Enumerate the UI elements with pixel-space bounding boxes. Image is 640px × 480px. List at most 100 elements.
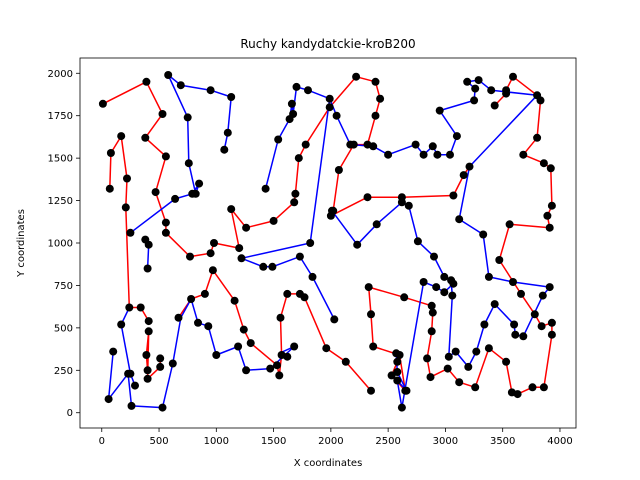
city-node-64: [423, 354, 432, 363]
x-axis-ticks: 0 500 1000 1500 2000 2500 3000 3500 4000: [99, 428, 573, 447]
city-node-42: [539, 159, 548, 168]
city-node-22: [376, 94, 385, 103]
city-node-171: [451, 347, 460, 356]
city-node-194: [290, 342, 299, 351]
y-tick-label-2: 500: [54, 323, 73, 334]
x-tick-label-8: 4000: [547, 436, 572, 447]
city-node-156: [268, 262, 277, 271]
city-node-17: [294, 154, 303, 163]
city-node-49: [517, 289, 525, 298]
city-node-23: [371, 111, 380, 120]
city-node-18: [301, 140, 310, 149]
y-tick-label-3: 750: [54, 281, 73, 292]
y-tick-label-0: 0: [67, 408, 73, 419]
city-node-55: [528, 383, 537, 392]
city-node-70: [367, 310, 375, 319]
city-node-108: [223, 128, 232, 137]
city-node-60: [471, 383, 480, 392]
city-node-166: [430, 252, 438, 261]
city-node-119: [126, 228, 135, 237]
city-node-44: [547, 201, 556, 210]
city-node-129: [346, 140, 355, 149]
city-node-97: [273, 361, 281, 370]
city-node-21: [371, 77, 380, 86]
city-node-174: [480, 320, 489, 329]
city-node-94: [230, 296, 239, 305]
city-node-95: [239, 325, 248, 334]
city-node-186: [158, 403, 167, 412]
city-node-141: [463, 77, 472, 86]
city-node-104: [322, 344, 331, 353]
city-node-197: [393, 368, 402, 376]
city-node-163: [397, 198, 406, 207]
city-node-183: [104, 395, 113, 404]
city-node-148: [545, 283, 554, 292]
city-node-98: [275, 371, 284, 380]
city-node-142: [474, 76, 483, 85]
city-node-120: [261, 184, 270, 193]
city-node-204: [449, 279, 458, 288]
y-tick-label-1: 250: [54, 366, 73, 377]
city-node-32: [459, 171, 468, 180]
city-node-151: [144, 240, 153, 249]
city-node-47: [505, 220, 514, 229]
city-node-57: [507, 388, 516, 397]
city-node-50: [530, 310, 539, 319]
city-node-169: [448, 291, 457, 300]
city-node-87: [143, 374, 152, 383]
city-node-178: [519, 332, 528, 341]
city-node-54: [539, 383, 548, 392]
x-tick-label-4: 2000: [318, 436, 343, 447]
city-node-131: [384, 150, 393, 159]
city-node-144: [455, 215, 464, 224]
city-node-65: [427, 327, 436, 336]
city-node-175: [490, 300, 499, 309]
city-node-4: [161, 152, 170, 161]
city-node-33: [465, 162, 474, 171]
city-node-14: [269, 216, 278, 225]
city-node-135: [433, 150, 442, 159]
y-tick-label-8: 2000: [48, 69, 73, 80]
city-node-172: [464, 362, 473, 371]
city-node-177: [511, 330, 520, 339]
city-node-69: [364, 283, 373, 292]
city-node-6: [161, 218, 170, 227]
city-node-106: [367, 386, 375, 395]
x-tick-label-1: 500: [149, 436, 168, 447]
city-node-117: [188, 189, 197, 198]
city-node-76: [144, 317, 153, 326]
city-node-136: [446, 150, 454, 159]
y-axis-ticks: 0 250 500 750 1000 1250 1500 1750 2000: [48, 69, 80, 419]
city-node-159: [306, 239, 315, 247]
city-node-16: [291, 189, 300, 198]
city-node-149: [538, 291, 547, 300]
city-node-0: [98, 99, 107, 108]
city-node-90: [174, 313, 183, 322]
plot-area: [98, 71, 556, 412]
city-node-146: [484, 272, 493, 281]
city-node-53: [547, 330, 556, 339]
city-node-61: [455, 378, 464, 387]
city-node-193: [266, 364, 275, 373]
city-node-43: [546, 164, 555, 173]
y-tick-label-6: 1500: [48, 154, 73, 165]
city-node-155: [295, 252, 304, 261]
city-node-105: [341, 357, 350, 366]
city-node-62: [443, 364, 452, 373]
tour-path-1-5: [120, 307, 136, 386]
city-node-88: [156, 362, 165, 371]
city-node-113: [183, 113, 192, 122]
city-node-153: [330, 315, 339, 324]
city-node-154: [308, 272, 317, 281]
city-node-36: [502, 86, 511, 95]
city-node-126: [304, 86, 312, 95]
city-node-182: [109, 347, 118, 356]
city-node-116: [195, 179, 204, 188]
x-axis-label: X coordinates: [294, 458, 363, 469]
x-tick-label-7: 3500: [490, 436, 515, 447]
city-node-100: [276, 313, 285, 322]
city-node-125: [292, 82, 301, 91]
city-node-147: [509, 278, 517, 286]
y-tick-label-5: 1250: [48, 196, 73, 207]
